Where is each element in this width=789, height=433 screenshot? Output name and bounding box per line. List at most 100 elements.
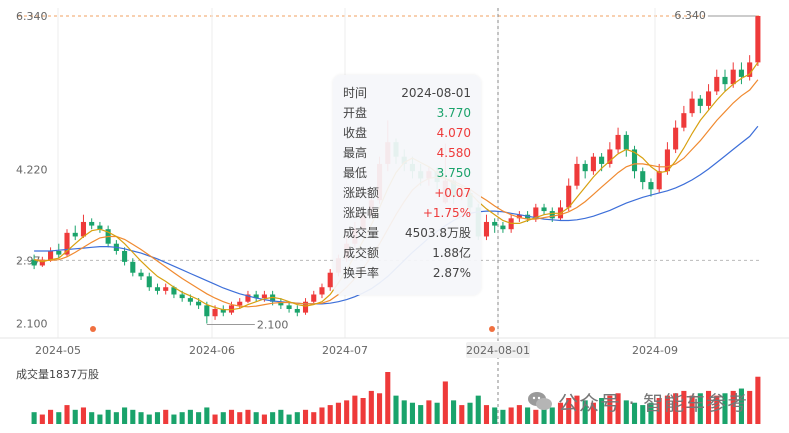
volume-bar [245,409,251,424]
x-tick-highlight [466,342,530,358]
candle-body [755,15,761,63]
candle-body [500,225,506,230]
volume-bar [179,412,185,424]
tooltip-row: 最高 4.580 [343,143,471,163]
candle-body [154,287,161,291]
candle-body [483,221,490,237]
volume-bar [335,402,341,424]
volume-bar [319,407,325,424]
candle-body [212,308,218,317]
tooltip-value: 2.87% [432,266,471,280]
candle-body [747,62,753,77]
volume-bar [459,405,465,424]
x-tick-label: 2024-05 [35,344,81,357]
tooltip-value: +1.75% [422,206,471,220]
candle-body [80,221,87,237]
volume-bar [590,402,596,424]
candle-body [492,221,498,226]
candle-body [640,171,646,183]
tooltip-key: 最高 [343,146,368,160]
volume-bar [475,395,481,424]
volume-bar [615,393,621,424]
candle-body [689,98,695,114]
candle-body [738,69,744,77]
x-tick-label: 2024-07 [322,344,368,357]
volume-bar [352,395,358,424]
candle-body [179,294,185,299]
volume-bar [385,372,391,424]
tooltip-row: 换手率 2.87% [343,263,471,283]
volume-bar [705,390,712,424]
candle-body [656,171,662,190]
tooltip-key: 成交额 [343,246,380,260]
volume-bar [80,407,87,424]
candle-body [245,294,251,302]
volume-bar [130,409,136,424]
tooltip-row: 开盘 3.770 [343,103,471,123]
volume-bar [237,412,243,424]
volume-bar [516,405,522,424]
volume-bar [220,412,226,424]
candle-body [673,127,679,150]
tooltip-row: 涨跌幅 +1.75% [343,203,471,223]
candle-body [664,149,670,172]
candle-body [623,134,629,150]
tooltip-value: 3.750 [436,166,471,180]
high-marker-label: 6.340 [674,9,706,22]
candle-body [122,250,128,262]
candle-body [722,76,728,85]
volume-bar [409,402,415,424]
event-dot [489,326,495,332]
volume-bar [368,390,374,424]
tooltip-row: 时间 2024-08-01 [343,83,471,103]
y-tick-label: 2.100 [16,317,48,330]
volume-bar [72,409,78,424]
volume-bar [673,393,679,424]
volume-bar [56,412,62,424]
volume-bar [39,414,45,424]
candle-body [187,298,193,302]
volume-bar [89,412,95,424]
candle-body [566,185,572,208]
volume-bar [483,405,490,424]
volume-bar [648,402,654,424]
tooltip-key: 最低 [343,166,368,180]
candle-body [648,182,654,190]
tooltip-value: 1.88亿 [432,246,471,260]
candle-body [270,294,276,302]
volume-bar [418,405,424,424]
tooltip-value: +0.07 [434,186,471,200]
tooltip-row: 收盘 4.070 [343,123,471,143]
volume-bar [204,407,210,424]
volume-bar [261,414,267,424]
candle-body [171,287,177,295]
volume-bar [154,412,161,424]
volume-bar [664,395,670,424]
candle-body [138,272,144,277]
volume-bar [31,412,37,424]
wechat-icon [528,392,552,410]
tooltip-key: 时间 [343,86,368,100]
candle-body [97,225,103,230]
candle-body [261,294,267,299]
volume-bar [360,398,366,424]
volume-bar [302,409,309,424]
candle-body [533,207,539,219]
volume-bar [566,398,572,424]
volume-bar [64,405,70,424]
volume-bar [689,395,695,424]
tooltip-key: 换手率 [343,266,380,280]
volume-bar [278,409,284,424]
candle-body [204,305,210,317]
candle-body [228,305,235,313]
candle-body [302,301,309,313]
volume-bar [311,412,317,424]
x-tick-label: 2024-08-01 [466,344,530,357]
volume-bar [187,409,193,424]
x-tick-label: 2024-09 [632,344,678,357]
candle-body [697,98,703,106]
volume-bar [113,412,119,424]
tooltip-key: 成交量 [343,226,380,240]
low-marker-label: 2.100 [257,318,289,331]
volume-bar [582,400,588,424]
